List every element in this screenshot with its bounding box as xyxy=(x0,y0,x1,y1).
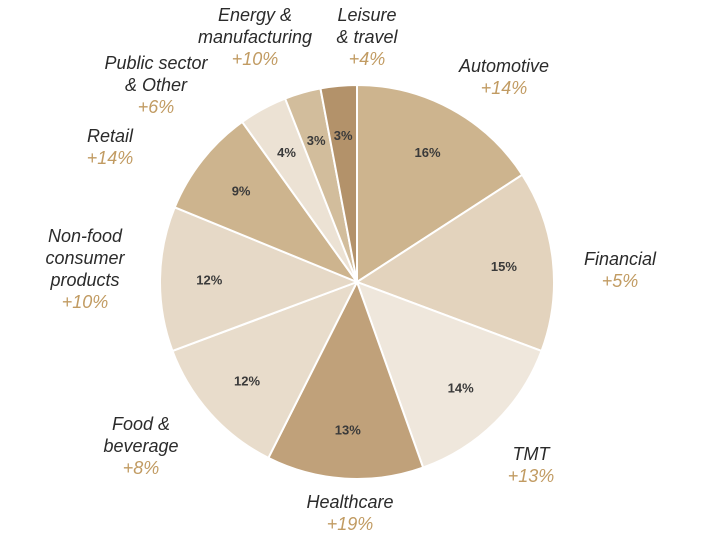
pie-slice xyxy=(173,120,360,285)
pie-slice xyxy=(354,173,555,353)
pie-slice xyxy=(356,83,524,284)
category-growth-label: +19% xyxy=(327,514,374,534)
pie-slice xyxy=(171,280,360,460)
category-name-label: TMT xyxy=(513,444,552,464)
category-name-label: Food & beverage xyxy=(103,414,178,456)
category-name-label: Financial xyxy=(584,249,657,269)
slice-percent-label: 14% xyxy=(448,380,474,395)
category-growth-label: +4% xyxy=(349,49,386,69)
pie-slice xyxy=(267,279,425,480)
category-name-label: Energy & manufacturing xyxy=(198,5,312,47)
pie-slice xyxy=(355,280,543,469)
category-name-label: Retail xyxy=(87,126,134,146)
category-growth-label: +5% xyxy=(602,271,639,291)
pie-slices xyxy=(159,83,555,480)
category-growth-label: +8% xyxy=(123,458,160,478)
category-labels: Automotive+14%Financial+5%TMT+13%Healthc… xyxy=(45,5,657,534)
category-name-label: Leisure & travel xyxy=(336,5,398,47)
slice-percent-label: 4% xyxy=(277,145,296,160)
slice-percent-label: 15% xyxy=(491,259,517,274)
category-name-label: Public sector & Other xyxy=(104,53,208,95)
slice-percent-label: 3% xyxy=(334,128,353,143)
category-growth-label: +14% xyxy=(481,78,528,98)
category-growth-label: +13% xyxy=(508,466,555,486)
category-growth-label: +14% xyxy=(87,148,134,168)
category-name-label: Healthcare xyxy=(306,492,393,512)
category-name-label: Automotive xyxy=(458,56,549,76)
slice-percent-labels: 16% 15% 14% 13% 12% 12% 9% 4% 3% 3% xyxy=(196,128,517,438)
slice-percent-label: 12% xyxy=(234,374,260,389)
slice-percent-label: 9% xyxy=(232,183,251,198)
category-growth-label: +10% xyxy=(232,49,279,69)
pie-slice xyxy=(159,206,360,353)
slice-percent-label: 12% xyxy=(196,273,222,288)
category-growth-label: +6% xyxy=(138,97,175,117)
category-name-label: Non-food consumer products xyxy=(45,226,125,290)
category-growth-label: +10% xyxy=(62,292,109,312)
slice-percent-label: 3% xyxy=(307,133,326,148)
pie-slice xyxy=(319,83,358,283)
slice-percent-label: 16% xyxy=(414,145,440,160)
slice-percent-label: 13% xyxy=(335,423,361,438)
